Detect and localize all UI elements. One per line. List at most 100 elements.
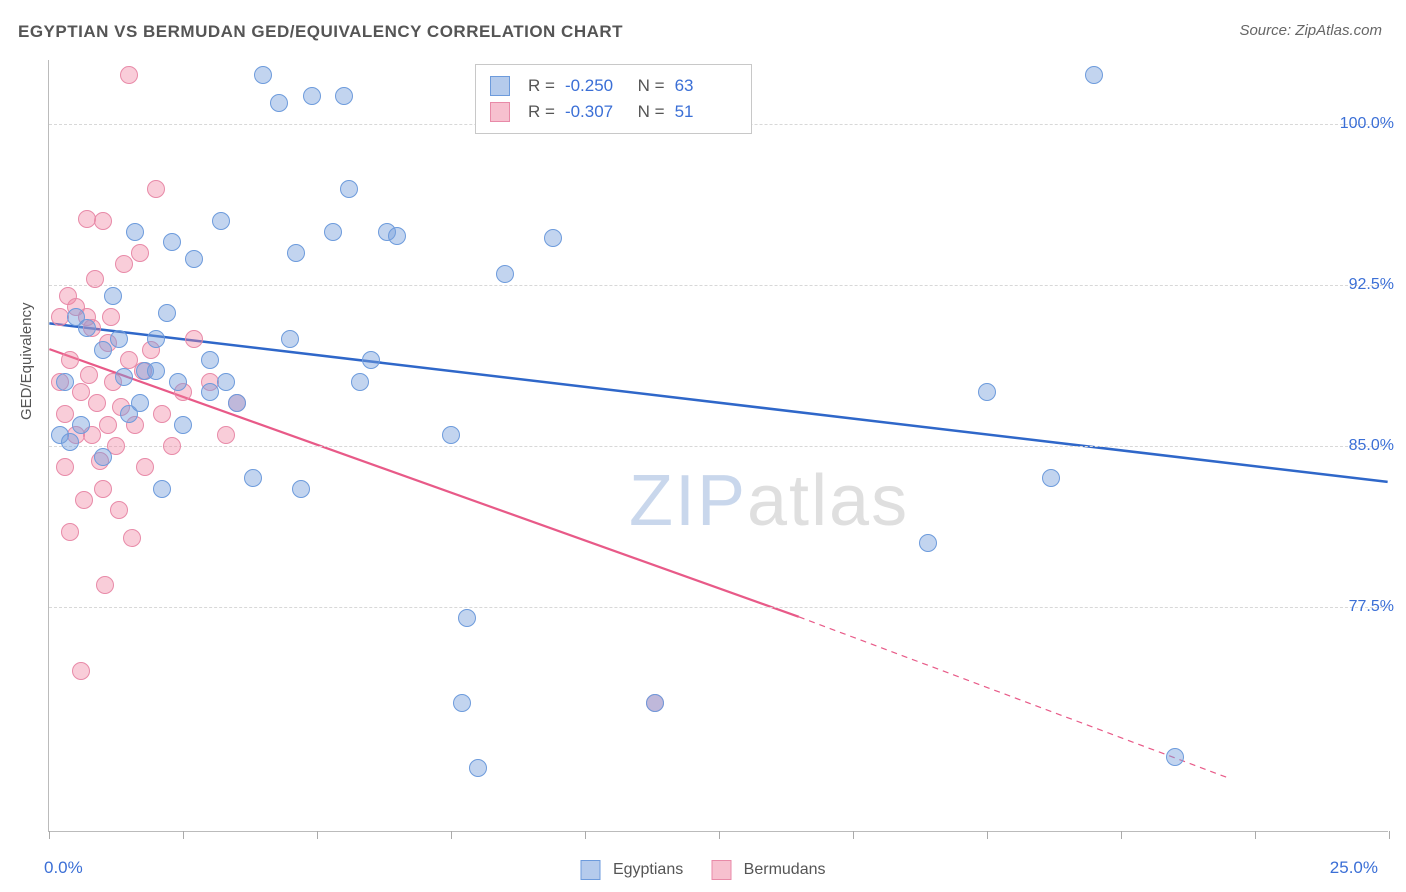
trend-line xyxy=(799,617,1227,778)
data-point-egyptians xyxy=(131,394,149,412)
n-value-egyptians: 63 xyxy=(675,73,733,99)
data-point-bermudans xyxy=(147,180,165,198)
data-point-bermudans xyxy=(94,212,112,230)
x-tick xyxy=(317,831,318,839)
x-tick xyxy=(585,831,586,839)
data-point-egyptians xyxy=(351,373,369,391)
data-point-bermudans xyxy=(136,458,154,476)
data-point-egyptians xyxy=(1085,66,1103,84)
data-point-egyptians xyxy=(94,341,112,359)
data-point-egyptians xyxy=(201,383,219,401)
legend-bottom: Egyptians Bermudans xyxy=(581,860,826,880)
stats-swatch-bermudans xyxy=(490,102,510,122)
data-point-egyptians xyxy=(496,265,514,283)
gridline-h xyxy=(49,607,1388,608)
data-point-egyptians xyxy=(212,212,230,230)
trend-line xyxy=(49,323,1387,481)
data-point-egyptians xyxy=(72,416,90,434)
legend-item-bermudans: Bermudans xyxy=(711,860,825,880)
data-point-bermudans xyxy=(56,405,74,423)
data-point-egyptians xyxy=(78,319,96,337)
data-point-egyptians xyxy=(281,330,299,348)
x-tick xyxy=(1389,831,1390,839)
x-tick xyxy=(49,831,50,839)
x-axis-min-label: 0.0% xyxy=(44,858,83,878)
data-point-bermudans xyxy=(75,491,93,509)
data-point-egyptians xyxy=(201,351,219,369)
x-tick xyxy=(987,831,988,839)
x-tick xyxy=(451,831,452,839)
x-tick xyxy=(719,831,720,839)
data-point-bermudans xyxy=(94,480,112,498)
gridline-h xyxy=(49,285,1388,286)
y-tick-label: 77.5% xyxy=(1349,598,1394,616)
data-point-egyptians xyxy=(324,223,342,241)
data-point-egyptians xyxy=(646,694,664,712)
data-point-bermudans xyxy=(96,576,114,594)
data-point-bermudans xyxy=(185,330,203,348)
data-point-egyptians xyxy=(94,448,112,466)
data-point-egyptians xyxy=(919,534,937,552)
data-point-egyptians xyxy=(292,480,310,498)
x-tick xyxy=(1121,831,1122,839)
chart-title: EGYPTIAN VS BERMUDAN GED/EQUIVALENCY COR… xyxy=(18,22,623,42)
data-point-egyptians xyxy=(1166,748,1184,766)
data-point-egyptians xyxy=(147,362,165,380)
r-value-egyptians: -0.250 xyxy=(565,73,623,99)
data-point-egyptians xyxy=(217,373,235,391)
data-point-egyptians xyxy=(287,244,305,262)
data-point-bermudans xyxy=(131,244,149,262)
y-tick-label: 92.5% xyxy=(1349,276,1394,294)
y-tick-label: 85.0% xyxy=(1349,437,1394,455)
y-tick-label: 100.0% xyxy=(1340,115,1394,133)
legend-swatch-egyptians xyxy=(581,860,601,880)
data-point-bermudans xyxy=(115,255,133,273)
data-point-egyptians xyxy=(56,373,74,391)
data-point-egyptians xyxy=(174,416,192,434)
data-point-bermudans xyxy=(80,366,98,384)
legend-swatch-bermudans xyxy=(711,860,731,880)
y-axis-label: GED/Equivalency xyxy=(18,302,35,420)
data-point-egyptians xyxy=(254,66,272,84)
data-point-egyptians xyxy=(442,426,460,444)
data-point-egyptians xyxy=(126,223,144,241)
data-point-bermudans xyxy=(110,501,128,519)
r-value-bermudans: -0.307 xyxy=(565,99,623,125)
data-point-egyptians xyxy=(147,330,165,348)
data-point-bermudans xyxy=(153,405,171,423)
data-point-egyptians xyxy=(303,87,321,105)
data-point-egyptians xyxy=(110,330,128,348)
data-point-egyptians xyxy=(1042,469,1060,487)
data-point-egyptians xyxy=(163,233,181,251)
x-axis-max-label: 25.0% xyxy=(1330,858,1378,878)
data-point-bermudans xyxy=(56,458,74,476)
data-point-bermudans xyxy=(72,662,90,680)
data-point-egyptians xyxy=(169,373,187,391)
scatter-plot-area: ZIPatlas xyxy=(48,60,1388,832)
data-point-bermudans xyxy=(72,383,90,401)
data-point-egyptians xyxy=(158,304,176,322)
data-point-bermudans xyxy=(120,66,138,84)
data-point-egyptians xyxy=(335,87,353,105)
data-point-egyptians xyxy=(115,368,133,386)
data-point-egyptians xyxy=(270,94,288,112)
data-point-bermudans xyxy=(217,426,235,444)
data-point-egyptians xyxy=(153,480,171,498)
x-tick xyxy=(183,831,184,839)
legend-item-egyptians: Egyptians xyxy=(581,860,684,880)
data-point-egyptians xyxy=(244,469,262,487)
data-point-bermudans xyxy=(99,416,117,434)
data-point-egyptians xyxy=(104,287,122,305)
data-point-egyptians xyxy=(185,250,203,268)
data-point-egyptians xyxy=(340,180,358,198)
n-value-bermudans: 51 xyxy=(675,99,733,125)
data-point-egyptians xyxy=(453,694,471,712)
data-point-bermudans xyxy=(88,394,106,412)
data-point-egyptians xyxy=(61,433,79,451)
data-point-bermudans xyxy=(102,308,120,326)
data-point-bermudans xyxy=(61,351,79,369)
data-point-egyptians xyxy=(228,394,246,412)
data-point-bermudans xyxy=(86,270,104,288)
data-point-egyptians xyxy=(458,609,476,627)
data-point-bermudans xyxy=(61,523,79,541)
